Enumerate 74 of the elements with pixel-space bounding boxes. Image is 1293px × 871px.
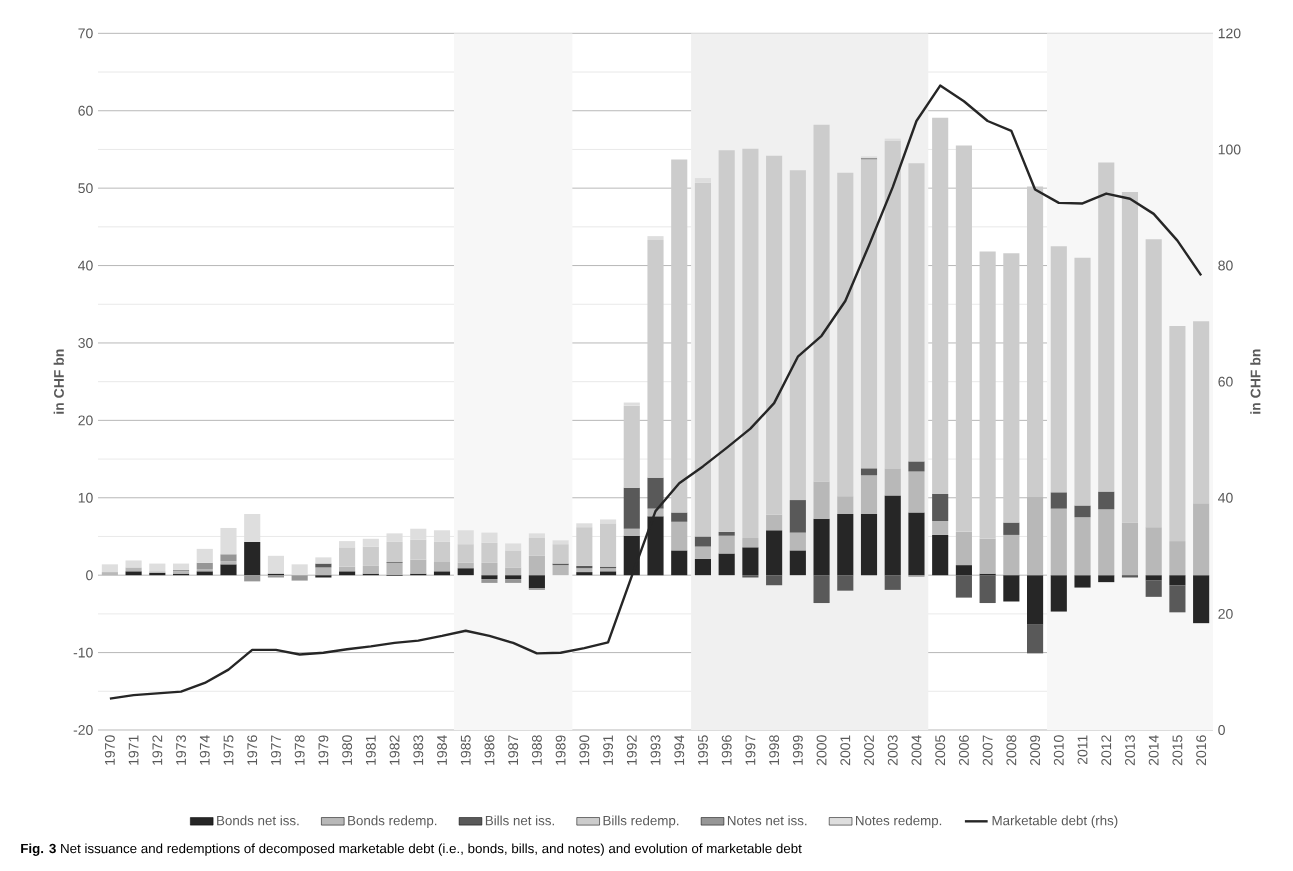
x-tick-label: 2009 xyxy=(1030,735,1041,766)
x-tick-label: 2000 xyxy=(816,735,827,766)
x-tick-label: 1988 xyxy=(531,735,542,765)
x-tick-label: 2002 xyxy=(864,735,874,766)
x-tick-label: 2010 xyxy=(1053,735,1064,766)
y2-tick-label: 40 xyxy=(1218,492,1233,503)
y-tick-label: 0 xyxy=(86,570,93,581)
x-tick-label: 2003 xyxy=(887,735,898,766)
x-tick-label: 1992 xyxy=(626,735,637,765)
y2-tick-label: 60 xyxy=(1218,376,1233,387)
x-tick-label: 1970 xyxy=(104,735,115,765)
x-tick-label: 2015 xyxy=(1172,735,1183,766)
x-tick-label: 2004 xyxy=(911,735,922,766)
x-tick-label: 1982 xyxy=(389,735,400,765)
y2-tick-label: 20 xyxy=(1218,608,1233,619)
x-tick-label: 1996 xyxy=(721,735,732,765)
x-tick-label: 1971 xyxy=(128,735,139,765)
x-tick-label: 1995 xyxy=(698,735,708,765)
legend-label: Marketable debt (rhs) xyxy=(992,815,1118,828)
legend-label: Bonds net iss. xyxy=(217,815,299,826)
x-tick-label: 1978 xyxy=(294,735,305,765)
x-tick-label: 1981 xyxy=(365,735,376,765)
x-tick-label: 1980 xyxy=(342,735,353,765)
y-tick-label: 70 xyxy=(78,28,93,39)
y-tick-label: -10 xyxy=(73,647,93,658)
x-tick-label: 2007 xyxy=(982,735,993,766)
x-tick-label: 1972 xyxy=(152,735,163,765)
y-tick-label: 20 xyxy=(78,415,93,426)
x-tick-label: 1985 xyxy=(460,735,471,765)
x-tick-label: 1987 xyxy=(508,735,519,765)
x-tick-label: 1993 xyxy=(650,735,661,765)
x-tick-label: 1998 xyxy=(769,735,780,765)
x-tick-label: 2001 xyxy=(840,735,851,766)
x-tick-label: 1994 xyxy=(674,735,685,765)
x-tick-label: 2013 xyxy=(1125,735,1135,766)
y-tick-label: 10 xyxy=(78,492,93,503)
legend-label: Bills redemp. xyxy=(603,815,679,828)
x-tick-label: 1983 xyxy=(413,735,424,765)
y-tick-label: 60 xyxy=(78,105,93,116)
x-tick-label: 1977 xyxy=(270,735,281,765)
x-tick-label: 1989 xyxy=(555,735,566,765)
x-tick-label: 2006 xyxy=(958,735,969,766)
x-tick-label: 1999 xyxy=(792,735,803,765)
y2-tick-label: 100 xyxy=(1218,144,1241,155)
legend-label: Bonds redemp. xyxy=(348,815,437,828)
x-tick-label: 2016 xyxy=(1196,735,1207,766)
x-tick-label: 2012 xyxy=(1101,735,1112,766)
x-tick-label: 1974 xyxy=(199,735,210,765)
legend-label: Notes redemp. xyxy=(856,815,942,828)
legend-label: Bills net iss. xyxy=(485,815,554,826)
x-tick-label: 1975 xyxy=(223,735,234,765)
x-tick-label: 2008 xyxy=(1006,735,1017,766)
y2-tick-label: 80 xyxy=(1218,260,1233,271)
x-tick-label: 1986 xyxy=(484,735,495,765)
y-axis-title: in CHF bn xyxy=(53,349,64,414)
x-tick-label: 1990 xyxy=(579,735,590,765)
x-tick-label: 2005 xyxy=(935,735,946,766)
y-tick-label: 40 xyxy=(78,260,93,271)
y2-tick-label: 0 xyxy=(1218,725,1225,735)
y-tick-label: 50 xyxy=(78,183,93,194)
x-tick-label: 1984 xyxy=(437,735,447,765)
y-tick-label: -20 xyxy=(73,725,93,735)
legend-label: Notes net iss. xyxy=(727,815,807,826)
x-tick-label: 1997 xyxy=(745,735,756,765)
y2-tick-label: 120 xyxy=(1218,28,1241,39)
x-tick-label: 2014 xyxy=(1148,735,1159,766)
x-tick-label: 1979 xyxy=(318,735,329,765)
y2-axis-title: in CHF bn xyxy=(1250,349,1261,414)
x-tick-label: 2011 xyxy=(1077,735,1088,765)
x-tick-label: 1973 xyxy=(176,735,187,765)
x-tick-label: 1991 xyxy=(603,735,614,765)
x-tick-label: 1976 xyxy=(247,735,258,765)
y-tick-label: 30 xyxy=(78,338,93,348)
text: Fig. 3 Net issuance and redemptions of decomposed marketable debt (i.e., bonds, bills, and notes) and evolution of marketable debt xyxy=(21,843,802,856)
